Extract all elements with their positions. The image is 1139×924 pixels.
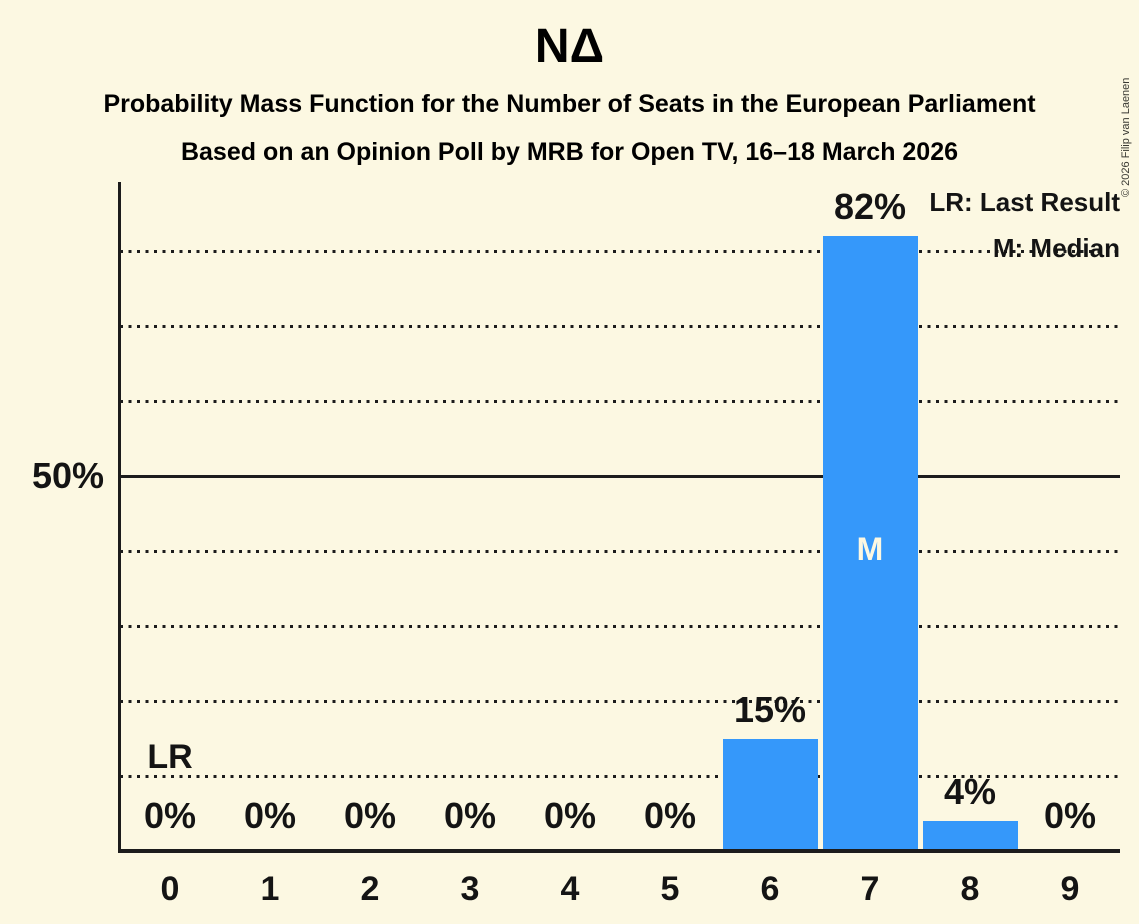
gridline-10pct [120, 775, 1120, 778]
x-axis-line [118, 849, 1120, 853]
x-axis-label-seat-8: 8 [960, 870, 980, 908]
value-label-seat-7: 82% [833, 186, 907, 227]
x-axis-label-seat-7: 7 [860, 870, 880, 908]
bar-seat-6 [722, 738, 818, 851]
x-axis-label-seat-9: 9 [1060, 870, 1080, 908]
median-marker: M [856, 531, 884, 567]
value-label-seat-9: 0% [1043, 795, 1097, 836]
gridline-30pct [120, 625, 1120, 628]
value-label-seat-6: 15% [733, 688, 807, 730]
gridline-70pct [120, 325, 1120, 328]
gridline-80pct [120, 250, 1120, 253]
legend-median: M: Median [992, 233, 1120, 263]
x-axis-label-seat-0: 0 [160, 870, 180, 908]
chart-title: NΔ [534, 20, 605, 73]
gridline-60pct [120, 400, 1120, 403]
x-axis-label-seat-4: 4 [560, 870, 580, 908]
chart-subtitle-line1: Probability Mass Function for the Number… [103, 90, 1036, 118]
y-axis-tick-label: 50% [31, 455, 104, 496]
x-axis-label-seat-2: 2 [360, 870, 380, 908]
value-label-seat-0: 0% [143, 795, 197, 836]
value-label-seat-8: 4% [943, 771, 997, 812]
gridline-40pct [120, 550, 1120, 553]
value-label-seat-2: 0% [343, 795, 397, 836]
value-label-seat-3: 0% [443, 795, 497, 836]
x-axis-label-seat-1: 1 [260, 870, 280, 908]
last-result-marker: LR [147, 738, 193, 776]
x-axis-label-seat-5: 5 [660, 870, 680, 908]
chart-subtitle-line2: Based on an Opinion Poll by MRB for Open… [180, 138, 959, 166]
bar-seat-7 [822, 236, 918, 851]
gridline-20pct [120, 700, 1120, 703]
x-axis-label-seat-6: 6 [760, 870, 780, 908]
bar-seat-8 [922, 821, 1018, 851]
legend-last-result: LR: Last Result [929, 187, 1120, 217]
value-label-seat-4: 0% [543, 795, 597, 836]
gridline-50pct-solid [120, 474, 1120, 478]
value-label-seat-1: 0% [243, 795, 297, 836]
value-label-seat-5: 0% [643, 795, 697, 836]
y-axis-line [118, 182, 121, 853]
x-axis-label-seat-3: 3 [460, 870, 480, 908]
